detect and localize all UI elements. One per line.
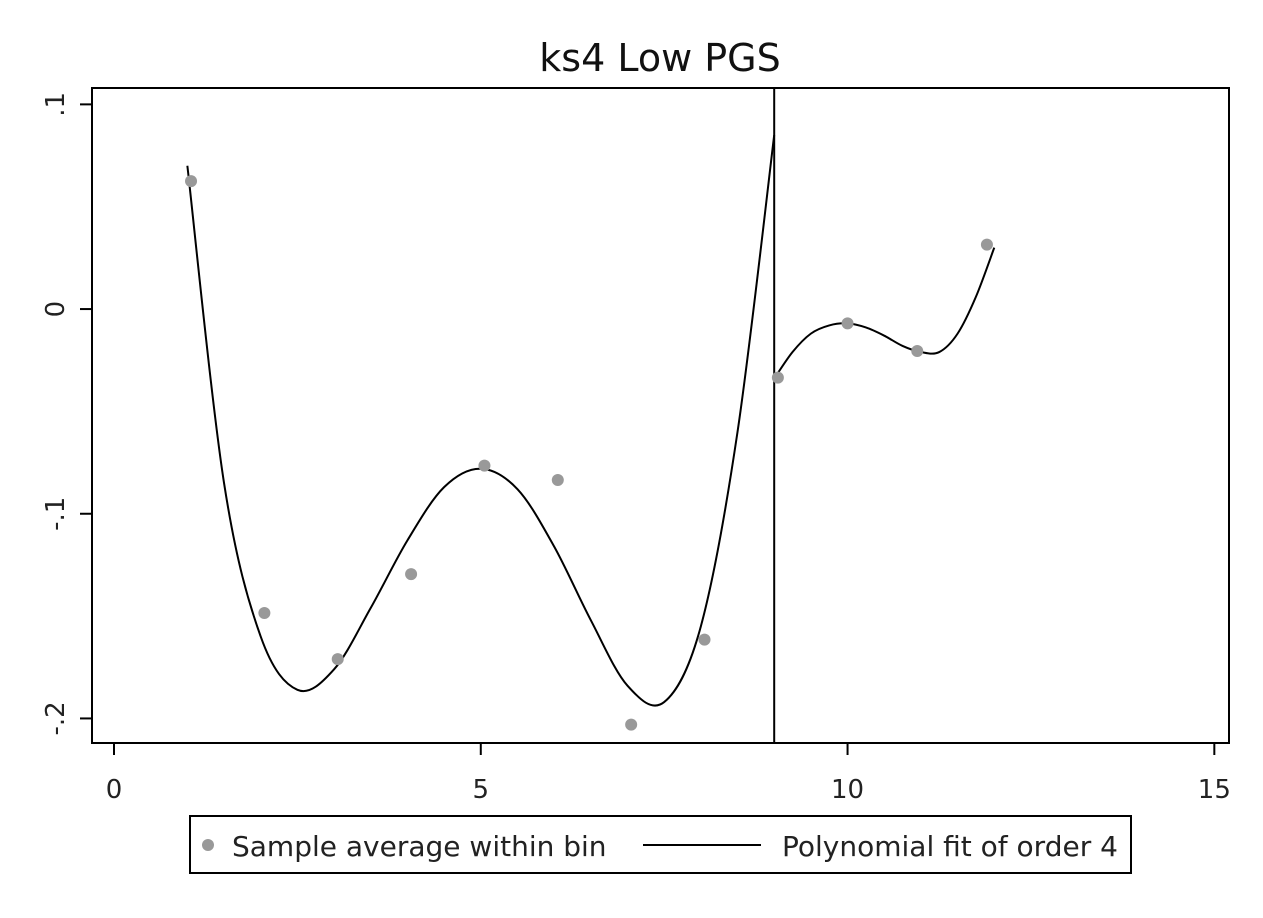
chart-title: ks4 Low PGS <box>539 36 780 80</box>
data-point <box>771 371 784 384</box>
data-point <box>405 568 418 581</box>
polynomial-fit-lines <box>186 134 996 707</box>
legend-label-points: Sample average within bin <box>232 830 607 863</box>
fit-line-segment <box>773 247 996 380</box>
x-tick-label: 0 <box>106 775 123 805</box>
data-point <box>625 718 638 731</box>
data-point <box>841 317 854 330</box>
data-point <box>551 473 564 486</box>
data-point <box>980 238 993 251</box>
data-point <box>185 175 198 188</box>
y-tick-label: -.1 <box>41 497 71 531</box>
legend: Sample average within bin Polynomial fit… <box>189 815 1132 874</box>
x-ticks: 0 5 10 15 <box>106 743 1231 805</box>
plot-frame <box>91 87 1230 744</box>
data-point <box>331 653 344 666</box>
data-point <box>698 633 711 646</box>
x-tick-label: 10 <box>831 775 864 805</box>
x-tick-label: 15 <box>1198 775 1231 805</box>
fit-line-segment <box>186 134 776 707</box>
y-tick-label: .1 <box>41 92 71 117</box>
legend-label-fit: Polynomial fit of order 4 <box>782 830 1118 863</box>
y-ticks: -.2 -.1 0 .1 <box>41 92 92 736</box>
bin-average-points <box>185 175 993 731</box>
x-tick-label: 5 <box>473 775 490 805</box>
y-tick-label: -.2 <box>41 701 71 735</box>
data-point <box>258 607 271 620</box>
data-point <box>478 459 491 472</box>
legend-point-marker <box>202 839 214 851</box>
data-point <box>911 345 924 358</box>
y-tick-label: 0 <box>41 301 71 318</box>
